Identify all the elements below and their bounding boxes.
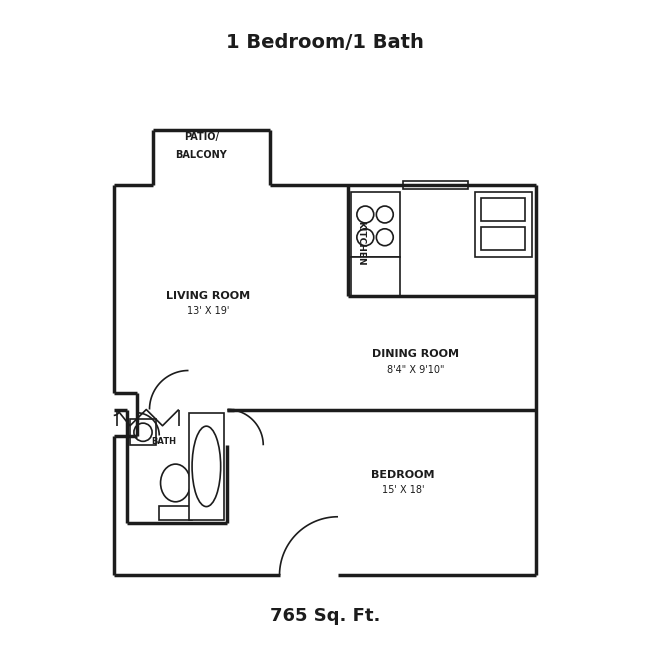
Ellipse shape (161, 464, 190, 502)
Text: BALCONY: BALCONY (176, 150, 227, 161)
Text: 15' X 18': 15' X 18' (382, 485, 424, 495)
Text: 1 Bedroom/1 Bath: 1 Bedroom/1 Bath (226, 32, 424, 52)
Bar (159, 506, 192, 520)
Text: BATH: BATH (151, 437, 176, 447)
Bar (130, 419, 156, 445)
Bar (481, 227, 525, 250)
Text: 13' X 19': 13' X 19' (187, 306, 229, 317)
Text: 765 Sq. Ft.: 765 Sq. Ft. (270, 607, 380, 625)
Text: PATIO/: PATIO/ (184, 132, 219, 142)
Bar (188, 413, 224, 520)
Text: BEDROOM: BEDROOM (371, 469, 435, 480)
Text: 8'4" X 9'10": 8'4" X 9'10" (387, 365, 445, 375)
Bar (351, 192, 400, 257)
Bar (403, 181, 468, 190)
Bar (351, 257, 400, 296)
Bar (474, 192, 532, 257)
Text: LIVING ROOM: LIVING ROOM (166, 291, 250, 301)
Text: KITCHEN: KITCHEN (356, 222, 365, 266)
Bar (481, 198, 525, 221)
Text: DINING ROOM: DINING ROOM (372, 349, 460, 359)
Ellipse shape (134, 423, 152, 441)
Ellipse shape (192, 426, 220, 506)
